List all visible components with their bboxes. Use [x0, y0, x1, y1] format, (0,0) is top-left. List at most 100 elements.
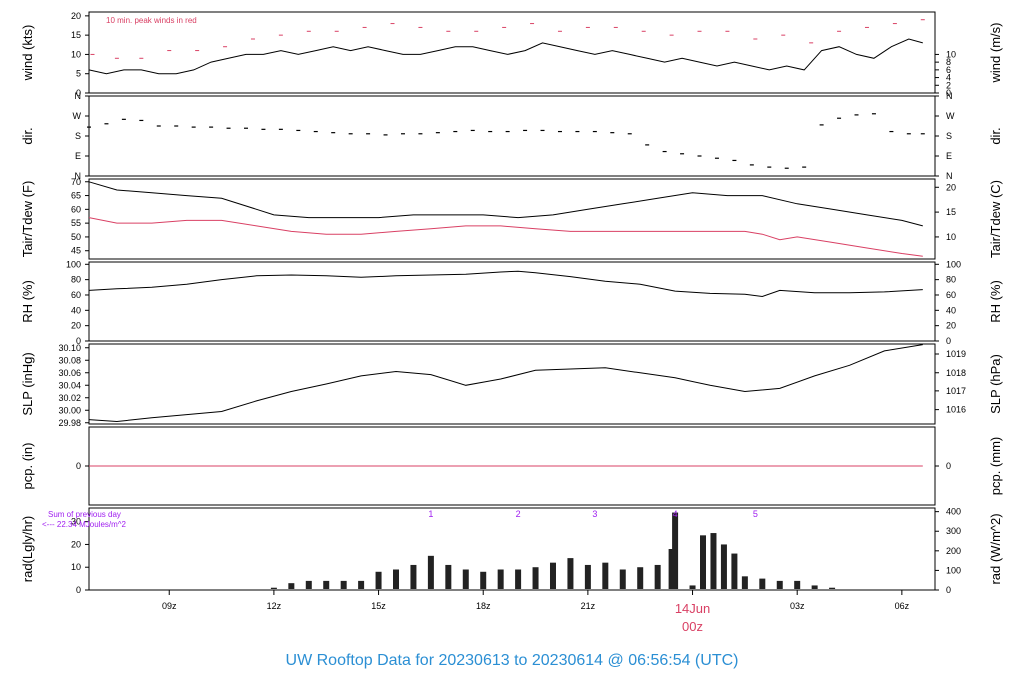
- x-tick-label: 18z: [476, 601, 491, 611]
- left-tick-label: 30.06: [58, 368, 81, 378]
- left-tick-label: W: [73, 111, 82, 121]
- right-tick-label: 100: [946, 565, 961, 575]
- rad-bar: [549, 562, 556, 589]
- rad-bar: [567, 558, 574, 589]
- rad-bar: [794, 580, 801, 589]
- left-tick-label: 15: [71, 30, 81, 40]
- right-axis-label: RH (%): [988, 280, 1003, 323]
- panel-frame: [88, 178, 936, 260]
- x-tick-label: 09z: [162, 601, 177, 611]
- rad-bar: [720, 544, 727, 589]
- rad-bar: [700, 535, 707, 589]
- rad-bar: [270, 587, 277, 589]
- right-tick-label: 100: [946, 259, 961, 269]
- rad-bar: [689, 585, 696, 589]
- right-tick-label: 15: [946, 207, 956, 217]
- rad-bar: [672, 512, 679, 589]
- rad-marker-1: 1: [428, 509, 433, 519]
- left-axis-label: wind (kts): [20, 25, 35, 82]
- right-tick-label: 40: [946, 305, 956, 315]
- left-tick-label: S: [75, 131, 81, 141]
- right-tick-label: 0: [946, 461, 951, 471]
- left-axis-label: RH (%): [20, 280, 35, 323]
- left-tick-label: 55: [71, 218, 81, 228]
- rad-bar: [829, 587, 836, 589]
- rad-bar: [776, 580, 783, 589]
- right-tick-label: 1019: [946, 349, 966, 359]
- left-tick-label: 60: [71, 204, 81, 214]
- right-axis-label: wind (m/s): [988, 23, 1003, 84]
- rad-bar: [288, 583, 295, 589]
- right-tick-label: 0: [946, 336, 951, 346]
- rad-bar: [619, 569, 626, 589]
- x-tick-label: 12z: [267, 601, 282, 611]
- panel-frame: [88, 261, 936, 342]
- rad-marker-4: 4: [673, 509, 678, 519]
- left-tick-label: N: [75, 91, 82, 101]
- right-tick-label: 6: [946, 65, 951, 75]
- right-axis-label: dir.: [988, 127, 1003, 144]
- left-tick-label: 60: [71, 290, 81, 300]
- right-axis-label: rad (W/m^2): [988, 513, 1003, 584]
- rad-bar: [710, 533, 717, 589]
- left-tick-label: 30.08: [58, 355, 81, 365]
- rad-bar: [462, 569, 469, 589]
- right-tick-label: 20: [946, 182, 956, 192]
- right-tick-label: 8: [946, 57, 951, 67]
- left-tick-label: 30.04: [58, 380, 81, 390]
- rad-bar: [445, 564, 452, 589]
- left-tick-label: 30.00: [58, 405, 81, 415]
- left-tick-label: 0: [76, 585, 81, 595]
- left-tick-label: 20: [71, 539, 81, 549]
- right-tick-label: N: [946, 91, 953, 101]
- rad-bar: [323, 580, 330, 589]
- rad-bar: [305, 580, 312, 589]
- right-tick-label: S: [946, 131, 952, 141]
- rad-bar: [532, 567, 539, 589]
- left-tick-label: 10: [71, 49, 81, 59]
- rad-bar: [340, 580, 347, 589]
- left-tick-label: 70: [71, 177, 81, 187]
- right-tick-label: W: [946, 111, 955, 121]
- right-tick-label: 1016: [946, 405, 966, 415]
- left-tick-label: 40: [71, 305, 81, 315]
- left-tick-label: N: [75, 171, 82, 181]
- left-tick-label: 0: [76, 336, 81, 346]
- panel-rh: RH (%) RH (%) 0 20 40 60 80 100 0 20 40 60 80 100: [20, 259, 1003, 346]
- series-line-rh-0: [88, 270, 923, 298]
- right-tick-label: 20: [946, 321, 956, 331]
- right-tick-label: 10: [946, 232, 956, 242]
- right-axis-label: pcp. (mm): [988, 437, 1003, 496]
- rad-annotation: Sum of previous day: [48, 510, 121, 519]
- x-axis: 09z 12z 15z 18z 21z 03z 06z 14Jun 00z: [162, 590, 910, 634]
- left-tick-label: 30: [71, 517, 81, 527]
- left-tick-label: 0: [76, 461, 81, 471]
- left-axis-label: dir.: [20, 127, 35, 144]
- rad-bar: [584, 564, 591, 589]
- left-tick-label: 100: [66, 259, 81, 269]
- right-tick-label: 4: [946, 73, 951, 83]
- rad-bar: [515, 569, 522, 589]
- rad-bar: [741, 576, 748, 589]
- right-tick-label: 1017: [946, 386, 966, 396]
- left-tick-label: 30.02: [58, 393, 81, 403]
- left-tick-label: 0: [76, 88, 81, 98]
- left-tick-label: 10: [71, 562, 81, 572]
- right-tick-label: 300: [946, 526, 961, 536]
- rad-bar: [759, 578, 766, 589]
- left-tick-label: 80: [71, 275, 81, 285]
- panel-frame: [88, 343, 936, 425]
- x-tick-label: 06z: [895, 601, 910, 611]
- panel-slp: SLP (inHg) SLP (hPa) 29.98 30.00 30.02 30.04 3…: [20, 343, 1003, 428]
- right-axis-label: Tair/Tdew (C): [988, 180, 1003, 258]
- x-day-label: 14Jun: [675, 601, 710, 616]
- left-axis-label: Tair/Tdew (F): [20, 181, 35, 258]
- x-day-sublabel: 00z: [682, 619, 703, 634]
- left-tick-label: 20: [71, 321, 81, 331]
- left-tick-label: 30.10: [58, 343, 81, 353]
- panel-annotation: 10 min. peak winds in red: [106, 16, 197, 25]
- rad-bar: [427, 555, 434, 589]
